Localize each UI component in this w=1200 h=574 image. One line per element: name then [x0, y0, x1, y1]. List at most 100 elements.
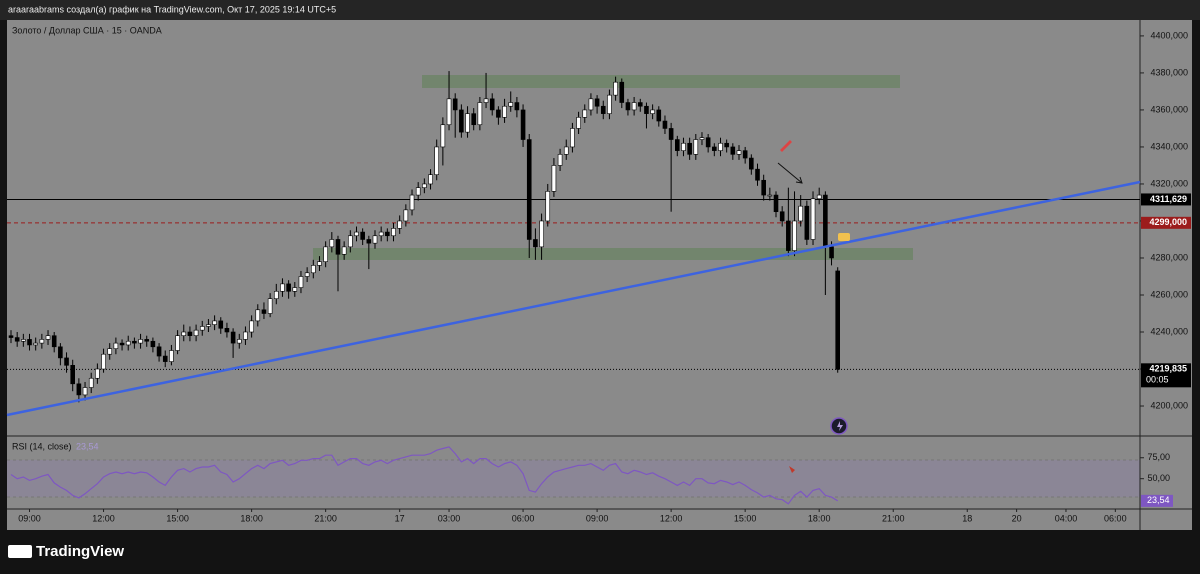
candle-body — [267, 298, 273, 314]
candle-body — [736, 150, 742, 155]
candle-body — [810, 198, 816, 240]
candle-body — [533, 239, 538, 248]
candle-body — [489, 98, 495, 111]
candle-body — [88, 377, 94, 388]
x-tick-label: 09:00 — [586, 513, 609, 523]
candle-body — [656, 109, 662, 122]
candle-body — [730, 146, 736, 155]
candle-body — [792, 220, 797, 251]
candle-body — [366, 239, 372, 244]
candle-body — [619, 81, 625, 103]
candle-body — [823, 194, 828, 248]
x-tick-label: 15:00 — [734, 513, 757, 523]
x-tick-label: 04:00 — [1055, 513, 1078, 523]
candle-body — [150, 340, 156, 348]
candle-body — [138, 339, 143, 344]
candle-body — [761, 179, 766, 196]
candle-body — [742, 150, 748, 159]
candle-body — [526, 139, 532, 240]
candle-body — [107, 348, 113, 355]
candle-body — [514, 102, 520, 111]
candle-body — [403, 209, 409, 222]
candle-body — [607, 94, 612, 114]
candle-body — [372, 235, 378, 244]
x-tick-label: 21:00 — [882, 513, 905, 523]
x-tick-label: 21:00 — [314, 513, 337, 523]
candle-body — [230, 331, 236, 344]
trendline — [6, 180, 1141, 417]
candle-body — [261, 309, 267, 314]
candle-body — [236, 339, 242, 344]
candle-body — [804, 205, 810, 240]
candle-body — [156, 346, 162, 357]
price-label: 4219,835 — [1149, 364, 1187, 374]
top-bar — [0, 0, 1200, 20]
candle-body — [255, 309, 261, 322]
candle-body — [520, 109, 526, 140]
x-tick-label: 18:00 — [240, 513, 263, 523]
caption: araaraabrams создал(а) график на Trading… — [8, 4, 336, 14]
candle-body — [144, 339, 150, 342]
candle-body — [27, 339, 32, 346]
plot: 4200,0004220,0004240,0004260,0004280,000… — [7, 30, 1191, 523]
candle-body — [187, 331, 193, 337]
candle-body — [101, 353, 106, 370]
candle-body — [385, 231, 390, 237]
candle-body — [625, 102, 631, 111]
candle-body — [551, 165, 557, 192]
x-tick-label: 06:00 — [1104, 513, 1127, 523]
candle-body — [705, 137, 711, 148]
candle-body — [212, 320, 217, 325]
support-zone — [313, 248, 913, 260]
candle-body — [434, 146, 439, 176]
candle-body — [496, 109, 501, 118]
y-tick-label: 4200,000 — [1150, 400, 1188, 410]
arrow-head — [795, 176, 803, 184]
candle-body — [132, 340, 137, 344]
candle-body — [477, 102, 483, 126]
candle-body — [39, 339, 45, 344]
candle-body — [835, 270, 841, 370]
y-tick-label: 4260,000 — [1150, 289, 1188, 299]
candle-body — [169, 350, 174, 362]
candle-body — [304, 272, 310, 277]
candle-body — [360, 231, 365, 240]
x-tick-label: 12:00 — [92, 513, 115, 523]
candle-body — [193, 329, 199, 337]
candle-body — [14, 337, 20, 342]
rsi-label-box — [1141, 494, 1173, 507]
price-label-box — [1141, 363, 1191, 388]
candle-body — [70, 365, 76, 385]
candle-body — [718, 142, 723, 151]
candle-body — [51, 335, 57, 348]
candle-body — [465, 113, 470, 133]
candle-body — [755, 168, 760, 181]
candle-body — [311, 265, 316, 274]
y-tick-label: 4240,000 — [1150, 326, 1188, 336]
candle-body — [249, 320, 254, 333]
candle-body — [119, 342, 125, 346]
x-tick-label: 06:00 — [512, 513, 535, 523]
candle-body — [280, 283, 285, 292]
candle-body — [243, 331, 248, 340]
candle-body — [798, 205, 803, 222]
price-label: 4311,629 — [1150, 194, 1187, 204]
x-tick-label: 18 — [962, 513, 972, 523]
candle-body — [446, 98, 452, 126]
y-tick-label: 4400,000 — [1150, 30, 1188, 40]
candle-body — [650, 109, 655, 114]
candle-body — [483, 98, 489, 103]
candle-body — [286, 283, 291, 292]
thumb-icon — [838, 233, 850, 241]
x-tick-label: 20 — [1012, 513, 1022, 523]
candle-body — [175, 335, 180, 351]
y-tick-label: 4320,000 — [1150, 178, 1188, 188]
candle-body — [816, 194, 822, 200]
candle-body — [415, 187, 421, 196]
candle-body — [82, 387, 88, 396]
candle-body — [539, 220, 544, 248]
candle-body — [21, 339, 26, 342]
candle-body — [687, 142, 692, 155]
countdown: 00:05 — [1146, 375, 1169, 385]
x-tick-label: 17 — [395, 513, 405, 523]
